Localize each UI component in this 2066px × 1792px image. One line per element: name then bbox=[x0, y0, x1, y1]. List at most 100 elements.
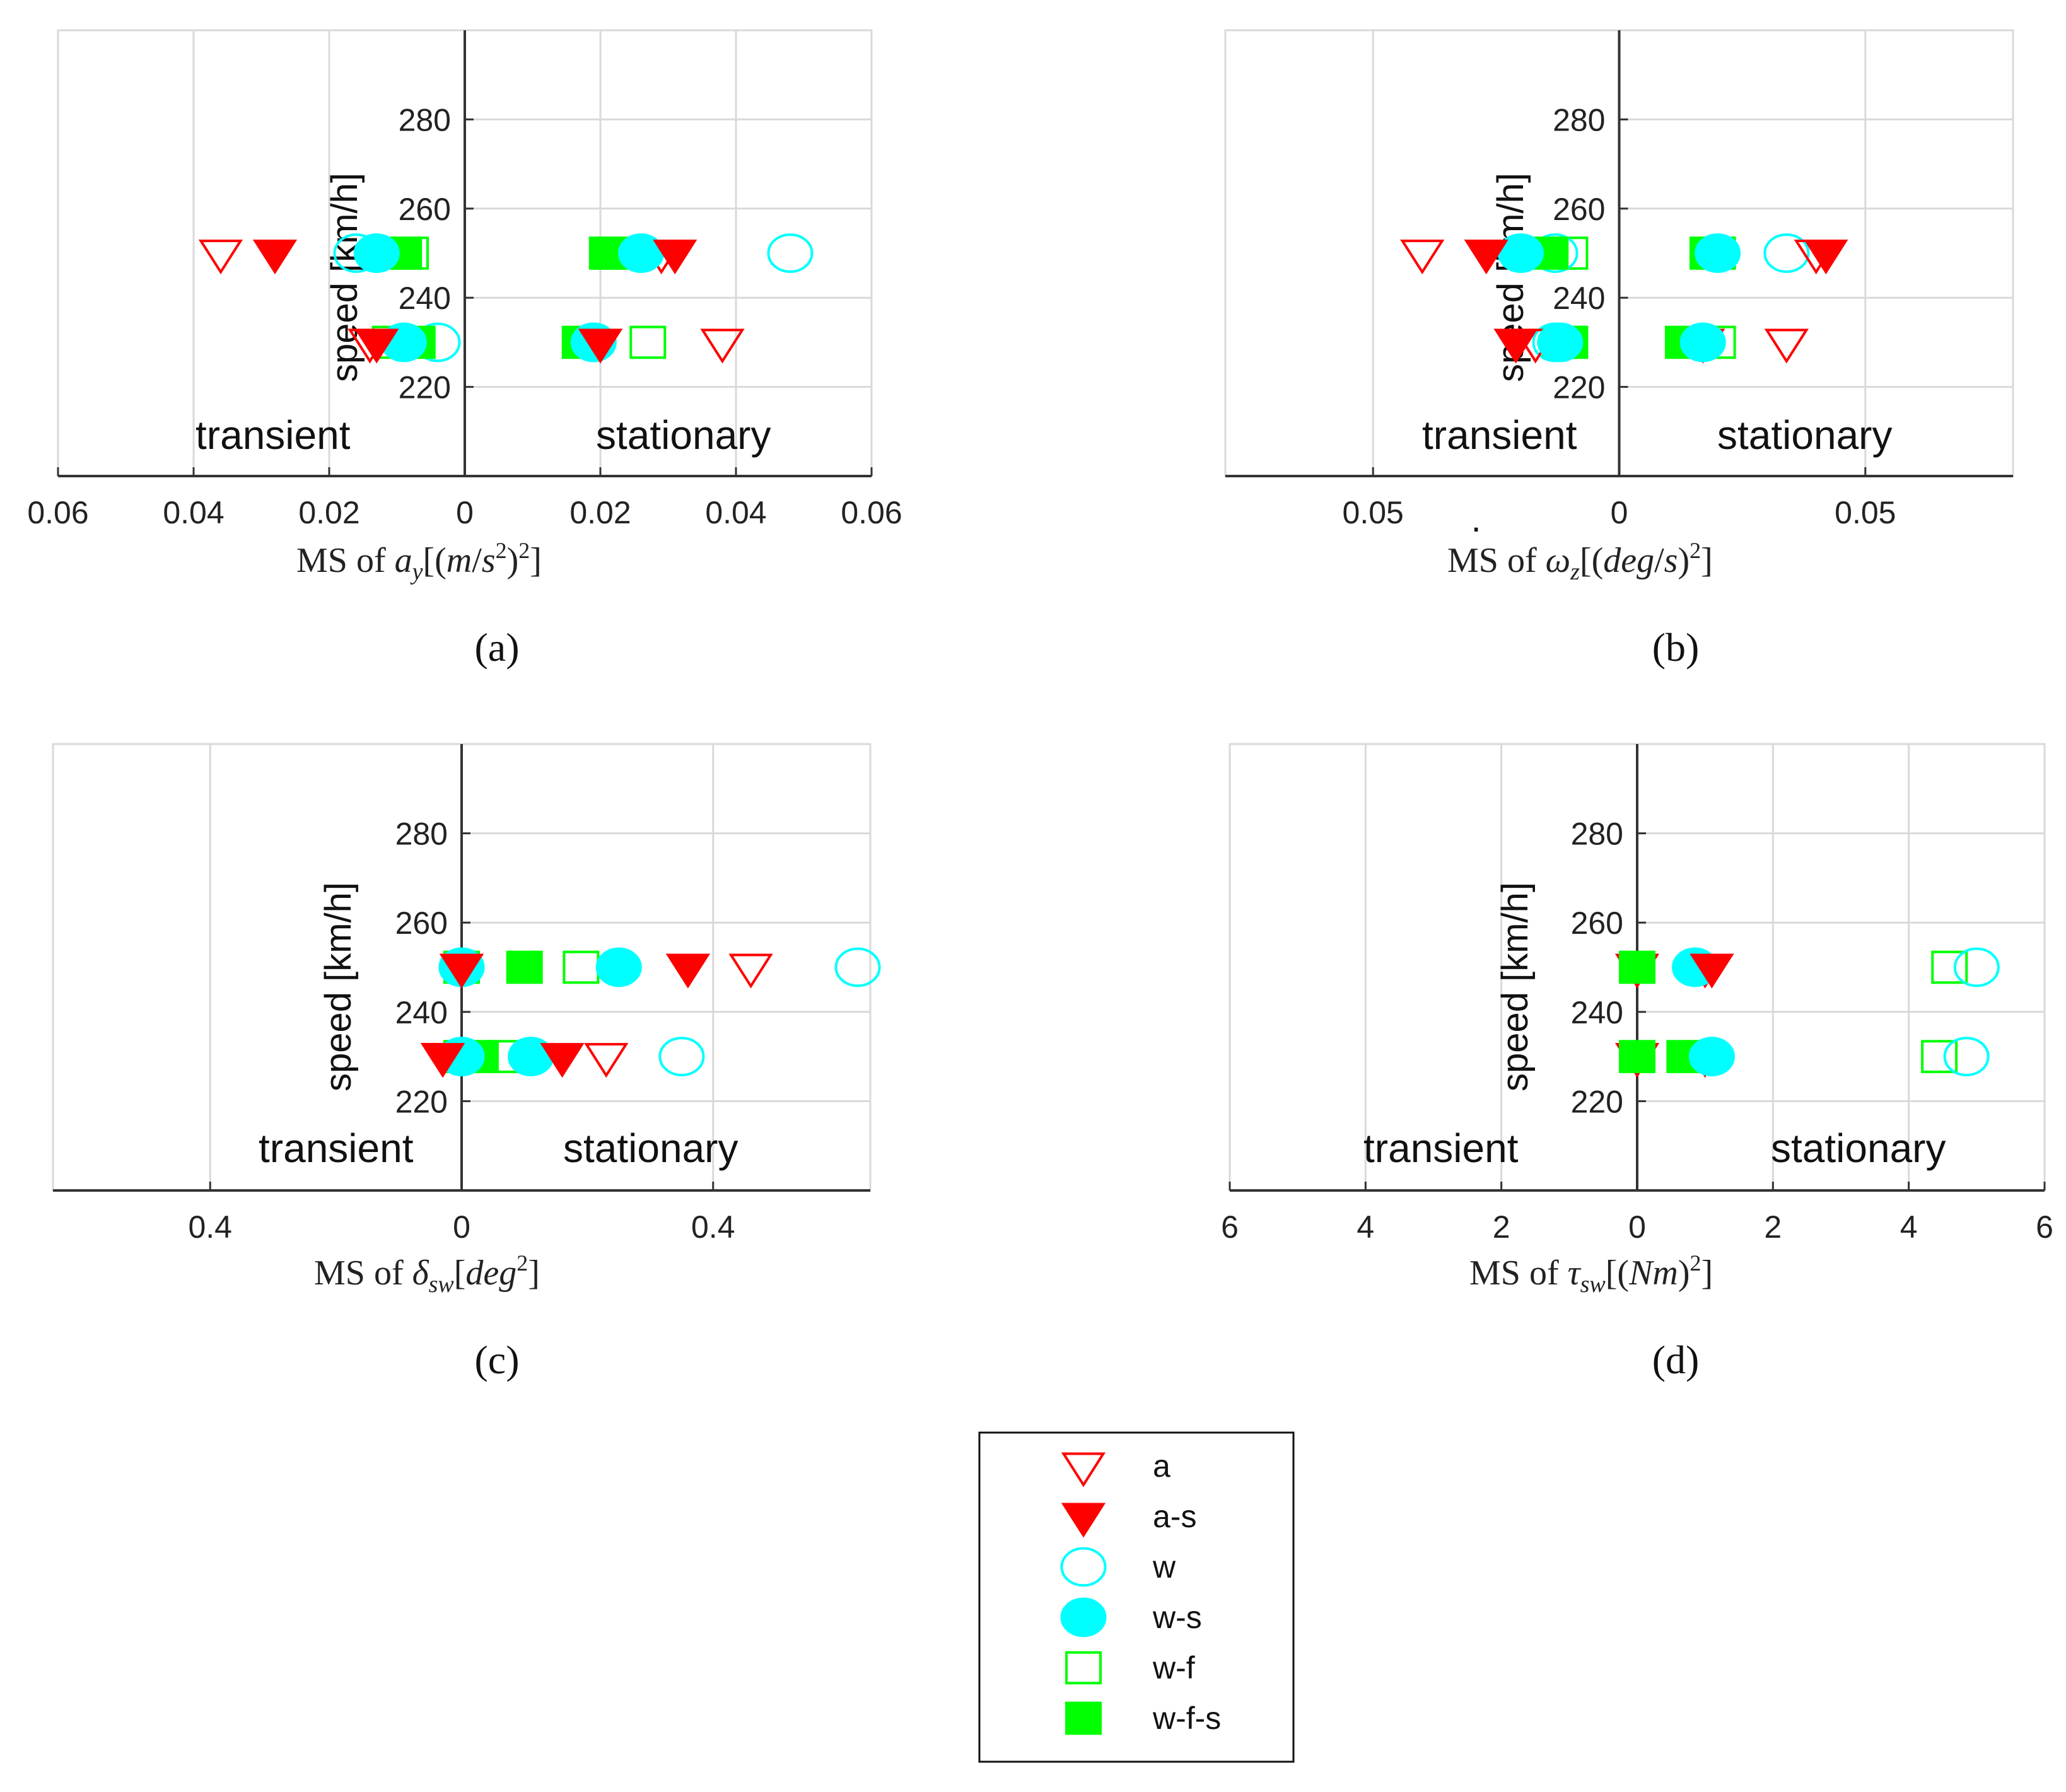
x-tick-label: 0.02 bbox=[298, 495, 359, 530]
panel-b: 0.05 0 0.05 220 240 260 280 transient stationa… bbox=[1224, 29, 2014, 670]
legend: a a-s w w-s w-f w-f-s bbox=[978, 1431, 1295, 1763]
marker-w-f-s bbox=[506, 950, 543, 984]
marker-a-s bbox=[1804, 239, 1848, 275]
marker-w-s bbox=[595, 947, 642, 987]
y-axis-label: speed [km/h] bbox=[324, 173, 365, 382]
marker-w-f bbox=[1931, 950, 1968, 984]
panel-label: (a) bbox=[474, 625, 519, 670]
panel-label: (d) bbox=[1652, 1337, 1700, 1382]
region-stationary-label: stationary bbox=[1717, 412, 1892, 458]
x-tick-label: 0 bbox=[456, 495, 474, 530]
x-tick-label: 0.05 bbox=[1343, 495, 1404, 530]
legend-box bbox=[978, 1431, 1295, 1763]
x-tick-label: 0 bbox=[1628, 1209, 1646, 1245]
marker-w-f-s bbox=[1619, 950, 1655, 984]
x-tick-label: 2 bbox=[1764, 1209, 1782, 1245]
marker-a-s bbox=[578, 329, 623, 364]
y-tick-label: 220 bbox=[1571, 1084, 1623, 1119]
panel-label: (b) bbox=[1652, 625, 1700, 670]
x-tick-label: 0.4 bbox=[188, 1209, 232, 1245]
region-transient-label: transient bbox=[259, 1126, 414, 1171]
legend-label-a: a bbox=[1153, 1448, 1170, 1484]
marker-w bbox=[834, 947, 881, 987]
marker-a-s bbox=[420, 1043, 465, 1078]
legend-label-w-f: w-f bbox=[1152, 1650, 1195, 1685]
y-tick-label: 240 bbox=[399, 281, 451, 316]
marker-w bbox=[1953, 947, 2000, 987]
marker-a-s bbox=[1690, 953, 1734, 989]
marker-a bbox=[1400, 239, 1445, 275]
marker-w-s bbox=[1679, 322, 1726, 363]
y-tick-label: 280 bbox=[395, 817, 448, 852]
region-transient-label: transient bbox=[1422, 412, 1577, 458]
legend-label-a-s: a-s bbox=[1153, 1499, 1196, 1534]
marks-c bbox=[420, 947, 881, 1078]
legend-marker-w-s bbox=[1060, 1597, 1107, 1638]
marker-a-s bbox=[252, 239, 298, 275]
y-tick-label: 240 bbox=[1553, 281, 1605, 316]
y-tick-label: 280 bbox=[1571, 817, 1623, 852]
ticks-d: 6 4 2 0 2 4 6 220 240 260 280 bbox=[1221, 817, 2053, 1245]
marker-w-f bbox=[1921, 1040, 1958, 1073]
x-tick-label: 0.02 bbox=[569, 495, 631, 530]
legend-marker-a-s bbox=[1061, 1503, 1106, 1538]
legend-marker-w bbox=[1060, 1547, 1107, 1587]
marker-a-s bbox=[439, 953, 484, 989]
x-axis-label: MS of ay[(m/s2)2] bbox=[296, 538, 542, 585]
x-tick-label: 2 bbox=[1493, 1209, 1510, 1245]
panel-d: 6 4 2 0 2 4 6 220 240 260 280 transient stationary… bbox=[1221, 743, 2053, 1382]
region-stationary-label: stationary bbox=[596, 412, 771, 458]
x-axis-label: MS of δsw[deg2] bbox=[314, 1250, 540, 1298]
marker-w-s bbox=[353, 233, 400, 273]
y-axis-label: speed [km/h] bbox=[1495, 882, 1536, 1091]
y-tick-label: 280 bbox=[1553, 102, 1605, 137]
x-tick-label: 0.06 bbox=[841, 495, 902, 530]
ticks-b: 0.05 0 0.05 220 240 260 280 bbox=[1343, 102, 1896, 530]
marker-a-s bbox=[354, 329, 399, 364]
y-tick-label: 260 bbox=[1553, 192, 1605, 227]
marker-a bbox=[1764, 329, 1809, 364]
panel-label: (c) bbox=[474, 1337, 519, 1382]
marker-a-s bbox=[1464, 239, 1509, 275]
legend-marker-w-f bbox=[1065, 1651, 1102, 1685]
x-tick-label: 4 bbox=[1357, 1209, 1374, 1245]
x-tick-label: 0 bbox=[1611, 495, 1628, 530]
x-axis-label: MS of τsw[(Nm)2] bbox=[1469, 1250, 1713, 1298]
marker-w-f bbox=[563, 950, 600, 984]
x-tick-label: 0.05 bbox=[1835, 495, 1896, 530]
legend-marker-w-f-s bbox=[1065, 1701, 1102, 1735]
x-tick-label: 0.04 bbox=[705, 495, 766, 530]
y-tick-label: 260 bbox=[399, 192, 451, 227]
x-tick-label: 4 bbox=[1900, 1209, 1918, 1245]
x-axis-label: MS of ωz[(deg/s)2] bbox=[1447, 538, 1713, 585]
marker-a-s bbox=[540, 1043, 585, 1078]
marker-a-s bbox=[653, 239, 697, 275]
x-tick-label: 0.4 bbox=[691, 1209, 735, 1245]
y-tick-label: 260 bbox=[1571, 905, 1623, 941]
marks-b bbox=[1400, 233, 1848, 364]
y-tick-label: 220 bbox=[395, 1084, 448, 1119]
omega-dot-mark: · bbox=[1470, 507, 1482, 548]
y-tick-label: 220 bbox=[399, 370, 451, 405]
region-stationary-label: stationary bbox=[563, 1126, 738, 1171]
y-tick-label: 240 bbox=[1571, 995, 1623, 1030]
y-tick-label: 240 bbox=[395, 995, 448, 1030]
marker-w-f-s bbox=[1619, 1040, 1655, 1073]
y-tick-label: 280 bbox=[399, 102, 451, 137]
marker-a-s bbox=[665, 953, 711, 989]
x-tick-label: 6 bbox=[2036, 1209, 2053, 1245]
marker-a bbox=[198, 239, 243, 275]
marker-a bbox=[700, 329, 745, 364]
marker-w-s bbox=[1695, 233, 1741, 273]
panel-a: 0.06 0.04 0.02 0 0.02 0.04 0.06 220 240 260 280 tr… bbox=[27, 29, 902, 670]
marker-w bbox=[767, 233, 814, 273]
region-stationary-label: stationary bbox=[1771, 1126, 1946, 1171]
axes-a bbox=[58, 30, 872, 477]
marker-w bbox=[1763, 233, 1810, 273]
marker-a-s bbox=[1493, 329, 1538, 364]
x-tick-label: 0.06 bbox=[27, 495, 88, 530]
marker-a bbox=[728, 953, 773, 989]
region-transient-label: transient bbox=[196, 412, 351, 458]
legend-label-w-s: w-s bbox=[1152, 1600, 1202, 1635]
